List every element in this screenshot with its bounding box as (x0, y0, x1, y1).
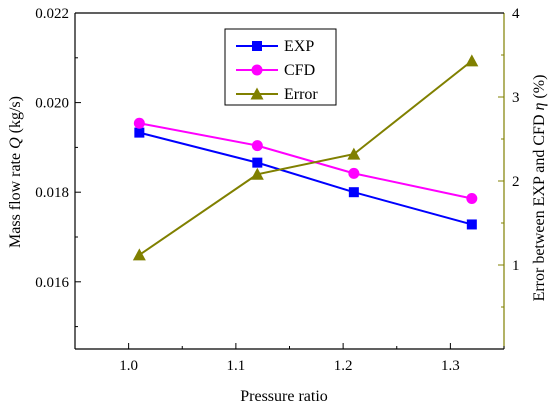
exp-data-point (466, 219, 477, 230)
legend-exp-marker (252, 41, 262, 51)
y-axis-left-title: Mass flow rate Q (kg/s) (7, 96, 24, 248)
error-data-point (132, 248, 146, 261)
legend-exp-label: EXP (284, 38, 314, 55)
legend-error-marker (250, 87, 264, 100)
x-tick-label: 1.1 (227, 358, 246, 374)
plot-series (132, 54, 479, 261)
y-left-tick-label: 0.018 (35, 185, 69, 201)
cfd-series-line (139, 122, 473, 200)
y-axis-right-title: Error between EXP and CFD η (%) (531, 75, 548, 302)
legend: EXP CFD Error (224, 28, 337, 106)
error-series-line (138, 60, 473, 256)
y-left-tick-label: 0.020 (35, 96, 69, 112)
exp-data-point (134, 127, 145, 138)
axis-ticks: 1.0 1.1 1.2 1.3 0.016 0.018 0.020 0.022 (35, 6, 505, 374)
y-left-tick-label: 0.022 (35, 6, 69, 22)
cfd-data-point (466, 192, 478, 204)
right-axis: 1 2 3 4 (498, 6, 520, 349)
exp-series-line (139, 131, 473, 226)
y-right-tick-label: 1 (512, 258, 520, 274)
legend-error-label: Error (284, 86, 318, 103)
y-left-tick-label: 0.016 (35, 275, 69, 291)
x-tick-label: 1.3 (441, 358, 460, 374)
x-tick-label: 1.2 (334, 358, 353, 374)
x-tick-label: 1.0 (119, 358, 138, 374)
error-data-point (465, 54, 479, 67)
legend-box (224, 28, 337, 106)
error-data-point (250, 167, 264, 180)
legend-cfd-marker (251, 64, 263, 76)
cfd-data-point (251, 140, 263, 152)
exp-data-point (348, 187, 359, 198)
y-right-tick-label: 2 (512, 174, 520, 190)
legend-cfd-label: CFD (284, 62, 315, 79)
exp-data-point (252, 157, 263, 168)
cfd-data-point (348, 167, 360, 179)
cfd-data-point (133, 117, 145, 129)
y-right-tick-label: 4 (512, 6, 520, 22)
y-right-tick-label: 3 (512, 90, 520, 106)
x-axis-title: Pressure ratio (240, 388, 328, 405)
error-data-point (347, 147, 361, 160)
